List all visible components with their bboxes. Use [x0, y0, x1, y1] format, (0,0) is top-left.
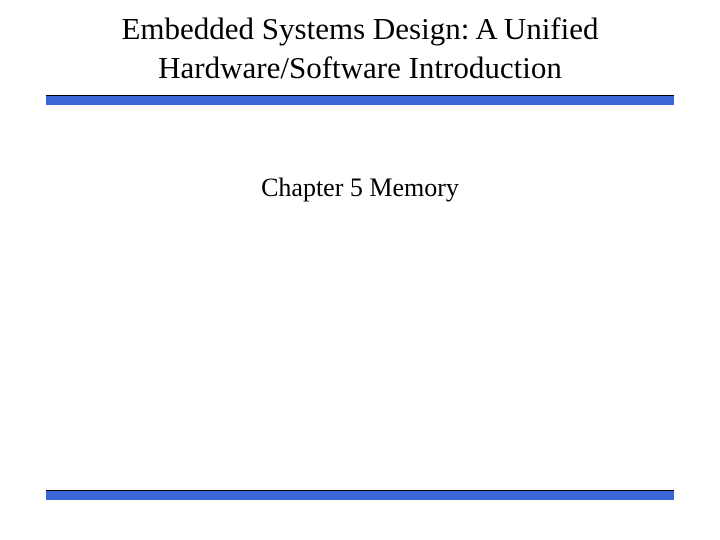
- bottom-divider: [46, 490, 674, 500]
- slide-title: Embedded Systems Design: A Unified Hardw…: [0, 0, 720, 88]
- slide-subtitle: Chapter 5 Memory: [0, 173, 720, 203]
- title-line-1: Embedded Systems Design: A Unified: [0, 10, 720, 49]
- top-divider: [46, 95, 674, 105]
- slide-container: Embedded Systems Design: A Unified Hardw…: [0, 0, 720, 540]
- title-line-2: Hardware/Software Introduction: [0, 49, 720, 88]
